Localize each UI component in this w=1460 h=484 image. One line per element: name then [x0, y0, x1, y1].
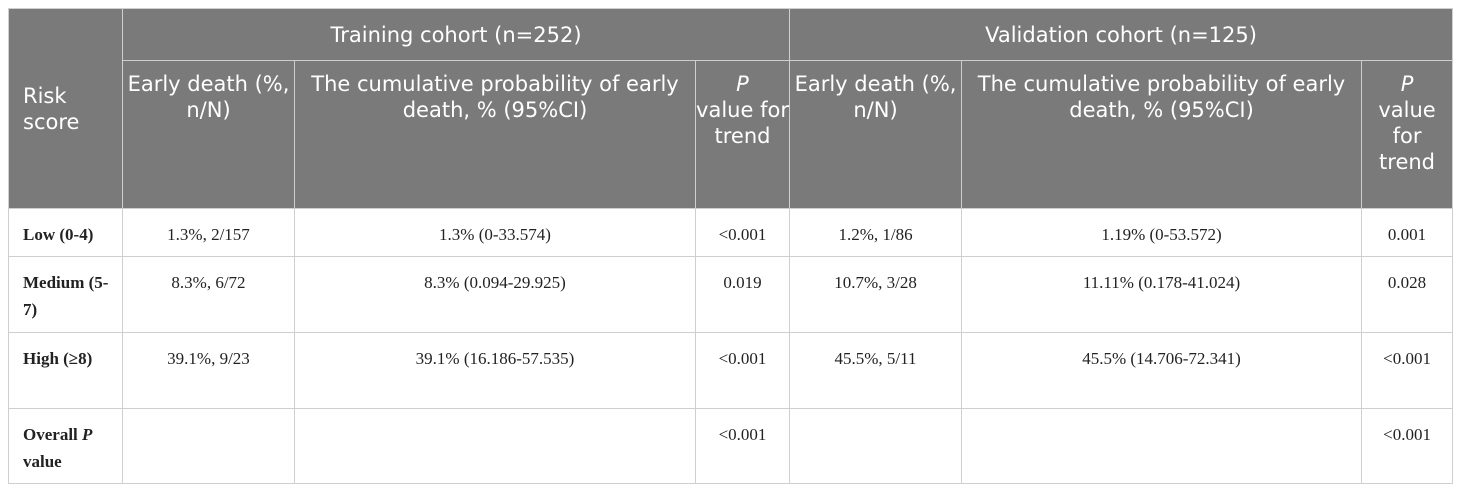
training-cumulative-cell: 8.3% (0.094-29.925)	[294, 256, 696, 333]
p-value-for-trend: value for trend	[696, 98, 789, 148]
training-p-cell: 0.019	[694, 256, 791, 333]
header-validation-early-death: Early death (%, n/N)	[789, 60, 963, 209]
row-label: High (≥8)	[8, 332, 123, 409]
risk-score-table: Risk score Training cohort (n=252) Valid…	[8, 8, 1454, 484]
overall-label-prefix: Overall	[23, 425, 78, 444]
training-early-death-cell: 8.3%, 6/72	[122, 256, 295, 333]
validation-cumulative-cell: 11.11% (0.178-41.024)	[961, 256, 1363, 333]
overall-label-suffix: value	[23, 452, 62, 471]
header-training-cohort: Training cohort (n=252)	[121, 8, 791, 61]
validation-overall-p-cell: <0.001	[1361, 408, 1454, 484]
table-row: Medium (5-7) 8.3%, 6/72 8.3% (0.094-29.9…	[8, 256, 1454, 333]
training-overall-p-cell: <0.001	[694, 408, 791, 484]
validation-early-death-cell: 45.5%, 5/11	[789, 332, 963, 409]
validation-cumulative-cell: 1.19% (0-53.572)	[961, 208, 1363, 257]
empty-cell	[122, 408, 295, 484]
header-training-early-death: Early death (%, n/N)	[122, 60, 295, 209]
validation-p-cell: <0.001	[1361, 332, 1454, 409]
training-cumulative-cell: 1.3% (0-33.574)	[294, 208, 696, 257]
validation-p-cell: 0.028	[1361, 256, 1454, 333]
header-training-cumulative-probability: The cumulative probability of early deat…	[294, 60, 696, 209]
empty-cell	[789, 408, 963, 484]
header-validation-cohort: Validation cohort (n=125)	[789, 8, 1454, 61]
p-letter: P	[736, 72, 749, 96]
validation-early-death-cell: 10.7%, 3/28	[789, 256, 963, 333]
training-p-cell: <0.001	[694, 208, 791, 257]
training-early-death-cell: 1.3%, 2/157	[122, 208, 295, 257]
row-label: Low (0-4)	[8, 208, 123, 257]
validation-early-death-cell: 1.2%, 1/86	[789, 208, 963, 257]
p-value-for-trend: value for trend	[1378, 98, 1436, 174]
validation-p-cell: 0.001	[1361, 208, 1454, 257]
header-validation-cumulative-probability: The cumulative probability of early deat…	[961, 60, 1363, 209]
header-risk-score: Risk score	[8, 8, 123, 209]
training-cumulative-cell: 39.1% (16.186-57.535)	[294, 332, 696, 409]
table-row: Low (0-4) 1.3%, 2/157 1.3% (0-33.574) <0…	[8, 208, 1454, 257]
table-row: High (≥8) 39.1%, 9/23 39.1% (16.186-57.5…	[8, 332, 1454, 409]
training-early-death-cell: 39.1%, 9/23	[122, 332, 295, 409]
validation-cumulative-cell: 45.5% (14.706-72.341)	[961, 332, 1363, 409]
overall-p-letter: P	[82, 425, 93, 444]
training-p-cell: <0.001	[694, 332, 791, 409]
empty-cell	[961, 408, 1363, 484]
p-letter: P	[1400, 72, 1414, 96]
empty-cell	[294, 408, 696, 484]
row-label: Medium (5-7)	[8, 256, 123, 333]
